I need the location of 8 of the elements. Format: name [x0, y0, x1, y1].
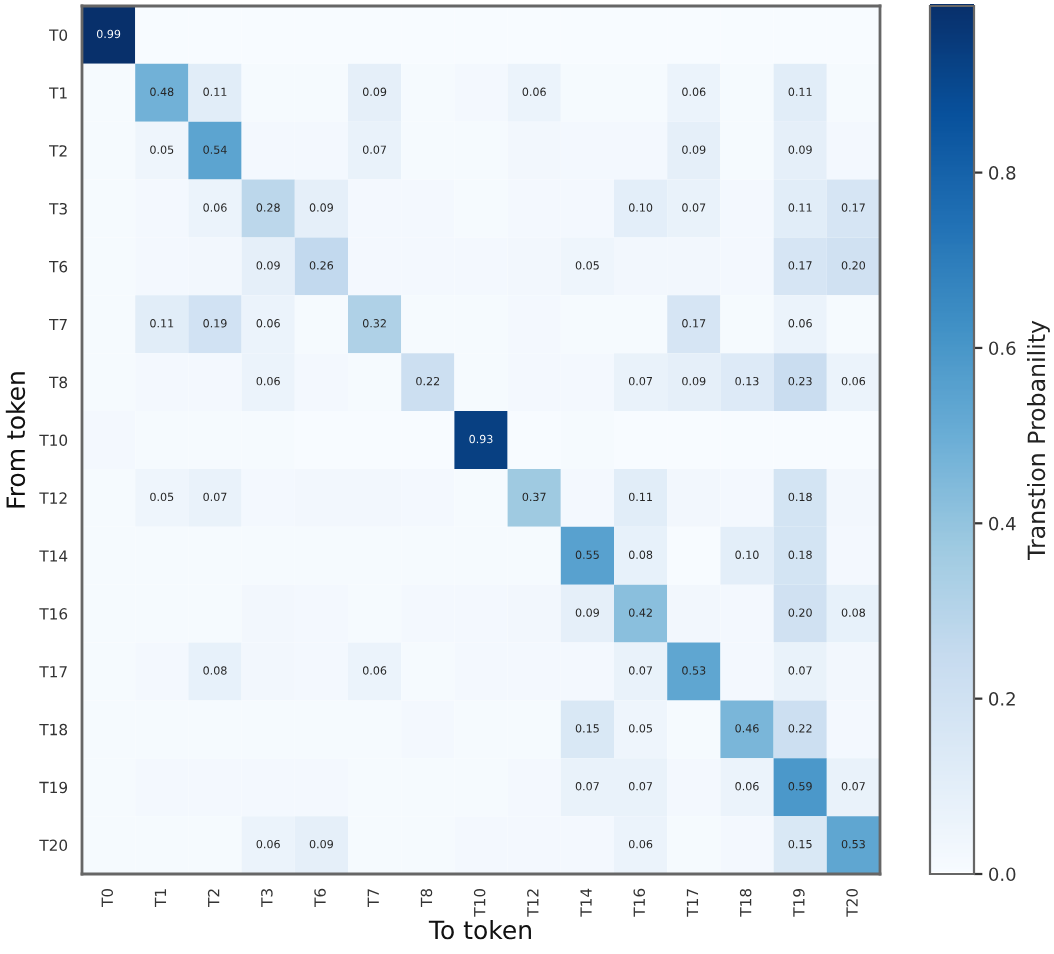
color-bar-label: 0.2 [989, 692, 1015, 706]
color-bar-label: 0.6 [989, 341, 1016, 356]
color-bar-label: 0.0 [989, 867, 1016, 882]
color-bar-title: Transtion Probanility [1027, 320, 1050, 561]
color-bar-label: 0.8 [989, 166, 1016, 180]
color-bar-label: 0.4 [989, 516, 1016, 531]
x-axis-title: To token [428, 920, 531, 940]
y-axis-title: From token [5, 372, 26, 508]
